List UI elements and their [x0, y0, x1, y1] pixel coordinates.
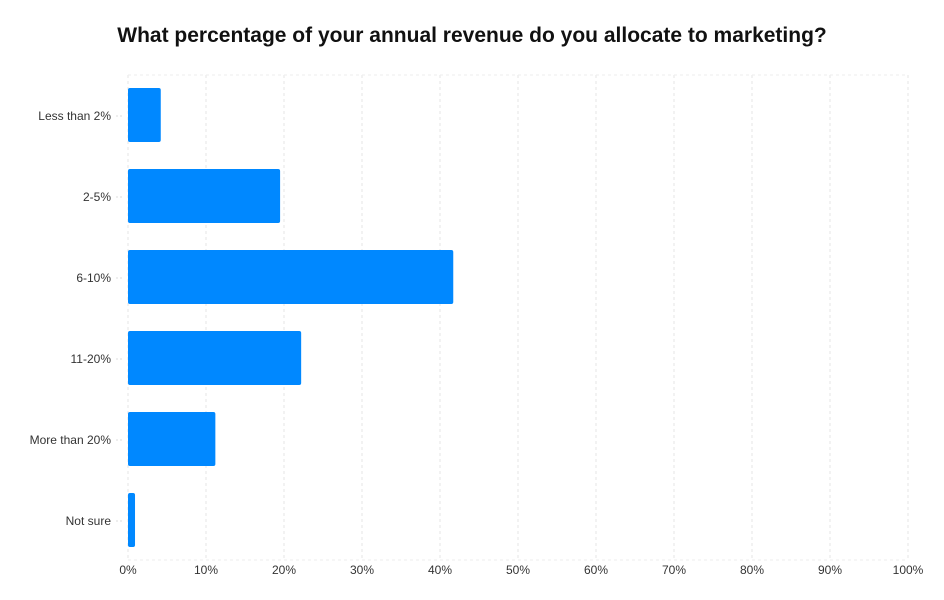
x-tick-label: 10% [194, 563, 218, 577]
bar-less-than-2- [128, 88, 161, 142]
bar-more-than-20- [128, 412, 216, 466]
x-tick-label: 100% [893, 563, 924, 577]
x-tick-label: 20% [272, 563, 296, 577]
y-tick-label: 11-20% [71, 352, 112, 366]
x-tick-label: 70% [662, 563, 686, 577]
x-tick-label: 0% [119, 563, 137, 577]
y-tick-label: Not sure [66, 514, 112, 528]
y-tick-label: More than 20% [30, 433, 112, 447]
x-tick-label: 60% [584, 563, 608, 577]
y-tick-label: Less than 2% [38, 109, 111, 123]
bar-6-10- [128, 250, 454, 304]
bar-not-sure [128, 493, 136, 547]
bar-2-5- [128, 169, 281, 223]
x-tick-label: 30% [350, 563, 374, 577]
x-tick-label: 90% [818, 563, 842, 577]
chart-title: What percentage of your annual revenue d… [117, 24, 827, 47]
bar-11-20- [128, 331, 302, 385]
x-tick-label: 40% [428, 563, 452, 577]
y-tick-label: 2-5% [83, 190, 111, 204]
x-tick-label: 50% [506, 563, 530, 577]
y-tick-label: 6-10% [76, 271, 111, 285]
x-tick-label: 80% [740, 563, 764, 577]
